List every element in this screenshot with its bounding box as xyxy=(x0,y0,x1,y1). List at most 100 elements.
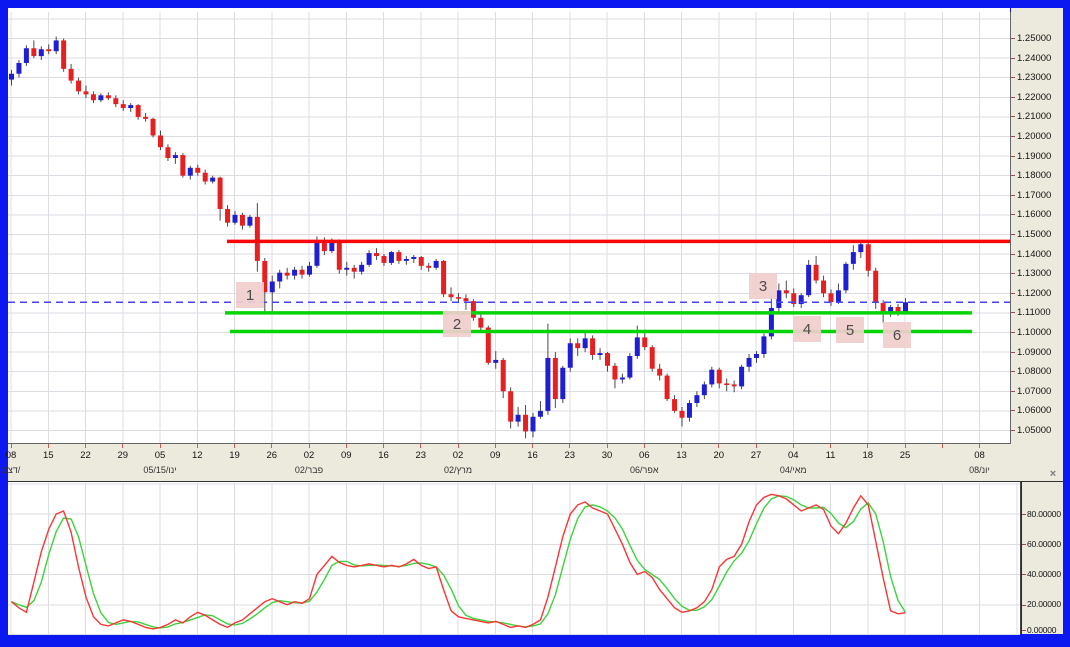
date-tick: 09 xyxy=(340,450,352,461)
stochastic-plot xyxy=(8,483,1020,635)
candle-down xyxy=(448,294,454,298)
date-tick-mark xyxy=(606,444,608,448)
candle-up xyxy=(98,95,104,101)
date-tick: 20 xyxy=(713,450,725,461)
candle-up xyxy=(172,155,178,159)
date-tick: 09 xyxy=(489,450,501,461)
candle-down xyxy=(135,105,141,117)
date-tick-mark xyxy=(718,444,720,448)
candle-down xyxy=(31,48,37,57)
candle-down xyxy=(508,391,514,422)
candle-up xyxy=(314,240,320,266)
date-tick: 19 xyxy=(229,450,240,461)
date-tick-mark xyxy=(569,444,571,448)
date-tick-mark xyxy=(47,444,49,448)
price-tick: 1.05000 xyxy=(1011,425,1051,436)
price-tick: 1.16000 xyxy=(1011,209,1051,220)
date-tick-mark xyxy=(532,444,533,448)
candle-down xyxy=(649,347,655,369)
month-label: דצמ/ xyxy=(1,465,21,475)
candle-up xyxy=(277,272,283,282)
stochastic-panel[interactable] xyxy=(8,481,1021,635)
date-tick: 16 xyxy=(378,450,389,461)
candle-up xyxy=(292,269,298,276)
price-tick: 1.23000 xyxy=(1011,72,1051,83)
candle-up xyxy=(493,359,499,363)
candle-down xyxy=(642,337,648,348)
candle-down xyxy=(724,383,730,386)
date-tick: 27 xyxy=(750,450,762,461)
candle-up xyxy=(411,257,417,259)
candle-up xyxy=(858,244,864,253)
price-tick: 1.20000 xyxy=(1011,131,1051,142)
month-label: 06/אפר xyxy=(630,465,659,475)
date-tick: 13 xyxy=(676,450,687,461)
date-tick: 05 xyxy=(154,450,166,461)
price-tick: 1.21000 xyxy=(1011,111,1051,122)
candle-down xyxy=(813,264,819,281)
candle-down xyxy=(873,270,879,304)
candle-down xyxy=(284,272,290,276)
candle-up xyxy=(344,267,350,270)
oscillator-tick: 0.00000 xyxy=(1022,625,1057,636)
date-tick-mark xyxy=(85,444,86,448)
candle-up xyxy=(433,260,439,268)
candle-up xyxy=(843,263,849,291)
candle-up xyxy=(806,264,812,296)
candle-up xyxy=(709,369,715,385)
date-tick-mark xyxy=(941,444,943,448)
price-tick: 1.06000 xyxy=(1011,405,1051,416)
date-tick: 15 xyxy=(42,450,54,461)
date-tick: 18 xyxy=(862,450,874,461)
candle-down xyxy=(374,253,380,257)
candle-up xyxy=(403,258,409,261)
candle-up xyxy=(247,216,253,226)
candle-up xyxy=(545,357,551,411)
candlestick-plot xyxy=(8,12,1010,443)
price-tick: 1.24000 xyxy=(1011,53,1051,64)
candle-down xyxy=(217,177,223,209)
date-tick-mark xyxy=(904,444,906,448)
price-tick: 1.12000 xyxy=(1011,288,1051,299)
candle-down xyxy=(456,297,461,299)
date-tick: 06 xyxy=(638,450,650,461)
candle-up xyxy=(888,306,894,314)
candle-down xyxy=(441,260,447,295)
date-tick: 26 xyxy=(266,450,278,461)
date-tick-mark xyxy=(681,444,682,448)
candle-down xyxy=(426,265,432,268)
date-tick-mark xyxy=(457,444,459,448)
candle-down xyxy=(657,368,663,376)
indicator-close-button[interactable]: × xyxy=(1045,468,1061,481)
candle-up xyxy=(537,410,543,417)
candle-down xyxy=(523,414,529,432)
candle-up xyxy=(187,167,193,176)
date-tick-mark xyxy=(196,444,198,448)
candle-up xyxy=(359,264,365,272)
candle-up xyxy=(761,336,767,355)
oscillator-tick: 40.00000 xyxy=(1022,569,1061,580)
price-tick: 1.07000 xyxy=(1011,386,1051,397)
candle-up xyxy=(776,290,782,308)
candle-down xyxy=(575,343,581,349)
price-tick: 1.13000 xyxy=(1011,268,1051,279)
candle-down xyxy=(880,303,886,314)
candle-down xyxy=(381,256,387,263)
date-tick: 30 xyxy=(601,450,613,461)
candle-up xyxy=(269,281,275,293)
candle-down xyxy=(612,365,618,380)
candle-down xyxy=(150,118,156,136)
price-tick: 1.15000 xyxy=(1011,229,1051,240)
date-tick: 08 xyxy=(974,450,985,461)
candle-down xyxy=(552,357,558,400)
price-tick: 1.08000 xyxy=(1011,366,1051,377)
candle-down xyxy=(418,257,424,266)
date-tick-mark xyxy=(755,444,757,448)
candle-up xyxy=(627,355,633,378)
date-tick: 08 xyxy=(5,450,17,461)
candle-up xyxy=(9,73,14,80)
candle-up xyxy=(232,214,238,223)
candle-up xyxy=(850,252,856,264)
